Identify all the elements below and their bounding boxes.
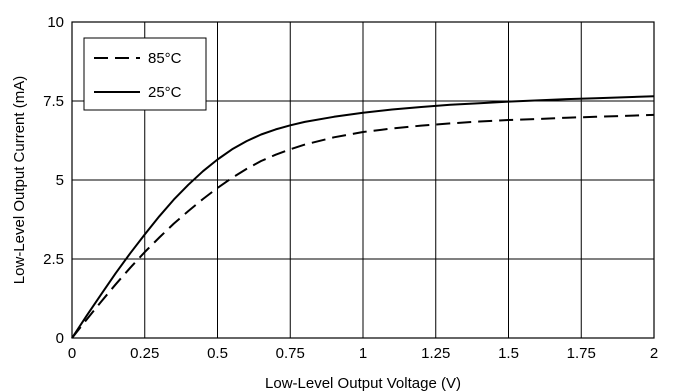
plot-border [71, 21, 655, 339]
x-tick-label: 1.25 [421, 345, 450, 362]
x-tick-label: 0.25 [130, 345, 159, 362]
y-tick-label: 2.5 [43, 251, 64, 268]
legend-label-85c: 85°C [148, 50, 182, 67]
legend: 85°C 25°C [83, 37, 207, 111]
x-tick-label: 0.75 [276, 345, 305, 362]
y-tick-labels: 0 2.5 5 7.5 10 [43, 14, 64, 347]
y-tick-label: 0 [56, 330, 64, 347]
y-tick-label: 7.5 [43, 93, 64, 110]
legend-label-25c: 25°C [148, 84, 182, 101]
y-tick-label: 5 [56, 172, 64, 189]
y-tick-label: 10 [47, 14, 64, 31]
series-line-25c [71, 95, 655, 339]
x-tick-label: 2 [650, 345, 658, 362]
series-line-85c [71, 113, 655, 339]
x-tick-label: 1.5 [498, 345, 519, 362]
x-axis-title: Low-Level Output Voltage (V) [265, 375, 461, 391]
legend-box [83, 37, 207, 111]
x-tick-labels: 0 0.25 0.5 0.75 1 1.25 1.5 1.75 2 [68, 345, 658, 362]
series-lines [71, 95, 655, 339]
y-axis-title: Low-Level Output Current (mA) [11, 76, 28, 284]
x-tick-label: 0.5 [207, 345, 228, 362]
grid [72, 22, 654, 338]
x-tick-label: 0 [68, 345, 76, 362]
x-tick-label: 1 [359, 345, 367, 362]
x-tick-label: 1.75 [567, 345, 596, 362]
